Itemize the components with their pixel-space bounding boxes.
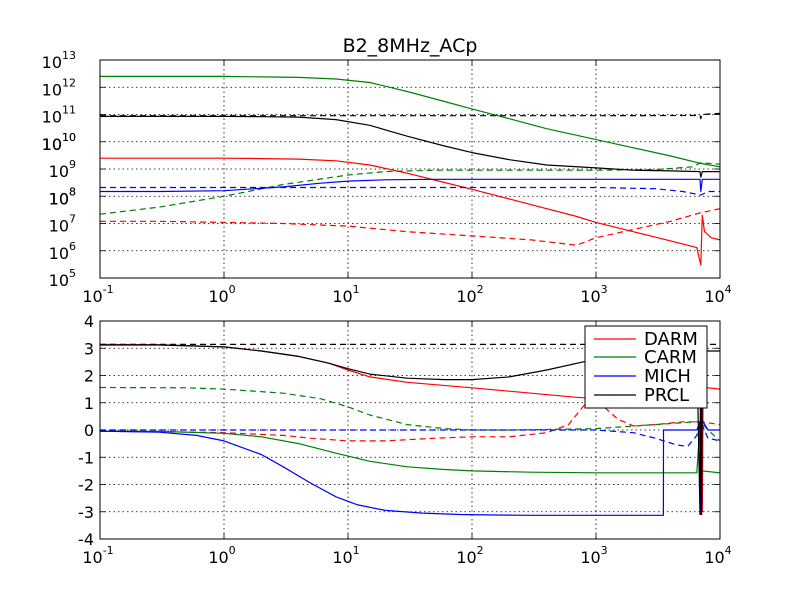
magnitude-series-carm-solid — [100, 75, 720, 168]
magnitude-y-tick-label: 109 — [49, 158, 76, 181]
magnitude-series-mich-solid — [100, 178, 720, 193]
phase-series-carm-dashed — [100, 386, 720, 442]
phase-x-tick-label: 10-1 — [82, 544, 113, 567]
legend-label-darm: DARM — [644, 329, 698, 350]
magnitude-y-tick-label: 107 — [49, 213, 76, 236]
magnitude-y-tick-label: 1010 — [42, 131, 76, 154]
magnitude-y-tick-label: 106 — [49, 240, 76, 263]
legend-label-prcl: PRCL — [644, 385, 689, 406]
magnitude-y-tick-label: 108 — [49, 185, 76, 208]
phase-y-tick-label: 2 — [84, 367, 94, 386]
magnitude-series-darm-solid — [100, 157, 720, 266]
phase-y-tick-label: 4 — [84, 312, 94, 331]
phase-series-darm-dashed — [100, 399, 720, 442]
magnitude-x-tick-label: 103 — [580, 283, 607, 306]
legend-box — [584, 325, 708, 409]
phase-x-tick-label: 101 — [332, 544, 359, 567]
chart-title: B2_8MHz_ACp — [343, 35, 478, 57]
magnitude-x-tick-label: 104 — [704, 283, 731, 306]
phase-y-tick-label: -1 — [78, 448, 94, 467]
legend-label-carm: CARM — [644, 347, 697, 368]
legend-label-mich: MICH — [644, 366, 691, 387]
phase-y-tick-label: -4 — [78, 530, 94, 549]
magnitude-x-tick-label: 100 — [208, 283, 235, 306]
phase-y-tick-label: -3 — [78, 503, 94, 522]
magnitude-y-tick-label: 1013 — [42, 49, 76, 72]
magnitude-y-tick-label: 1010 — [42, 131, 76, 154]
phase-x-tick-label: 102 — [456, 544, 483, 567]
legend: DARM CARM MICH PRCL — [584, 325, 708, 409]
phase-y-tick-label: 0 — [84, 421, 94, 440]
magnitude-axes: 10-1 100 101 102 103 104105106107108108109101… — [42, 49, 732, 306]
magnitude-x-tick-label: 101 — [332, 283, 359, 306]
magnitude-series-prcl-dashed — [100, 112, 720, 120]
magnitude-tick-labels: 10-1 100 101 102 103 104105106107108108109101… — [42, 49, 732, 306]
phase-x-tick-label: 103 — [580, 544, 607, 567]
magnitude-x-tick-label: 10-1 — [82, 283, 113, 306]
phase-y-tick-label: -2 — [78, 476, 94, 495]
phase-x-tick-label: 100 — [208, 544, 235, 567]
magnitude-x-tick-label: 102 — [456, 283, 483, 306]
phase-y-tick-label: 3 — [84, 339, 94, 358]
magnitude-y-tick-label: 108 — [49, 185, 76, 208]
magnitude-y-tick-label: 1011 — [42, 104, 76, 127]
phase-x-tick-label: 104 — [704, 544, 731, 567]
phase-axes-frame — [99, 320, 721, 540]
magnitude-axes-frame — [99, 59, 721, 279]
magnitude-y-tick-label: 105 — [49, 267, 76, 290]
phase-y-tick-label: 1 — [84, 394, 94, 413]
magnitude-series-group — [100, 75, 720, 266]
magnitude-series-prcl-solid — [100, 115, 720, 178]
phase-series-prcl-solid — [100, 344, 720, 516]
magnitude-series-mich-dashed — [100, 186, 720, 196]
magnitude-series-darm-dashed — [100, 208, 720, 246]
magnitude-y-tick-label: 1012 — [42, 76, 76, 99]
magnitude-series-carm-dashed — [100, 162, 720, 215]
